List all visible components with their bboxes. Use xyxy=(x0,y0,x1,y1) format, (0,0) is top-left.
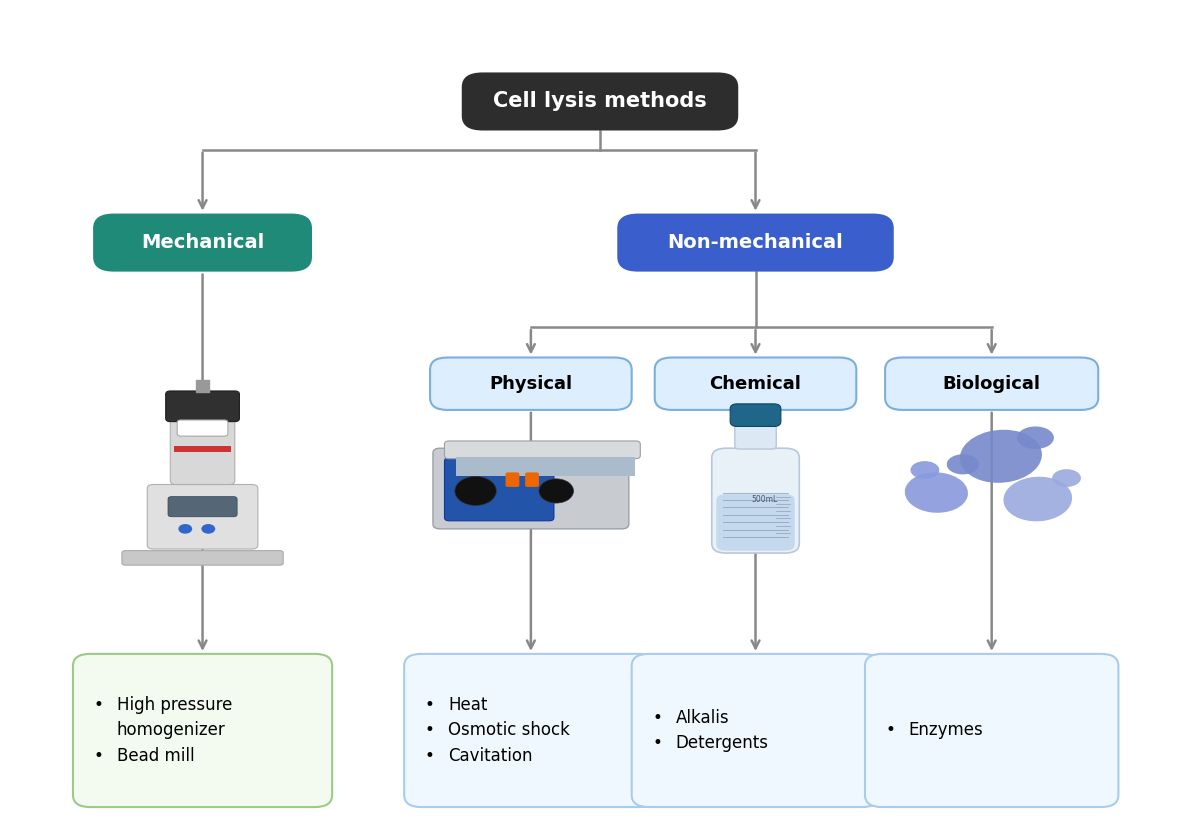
Circle shape xyxy=(455,476,497,506)
Text: •: • xyxy=(886,722,895,739)
Ellipse shape xyxy=(960,430,1042,483)
FancyBboxPatch shape xyxy=(430,358,631,410)
FancyBboxPatch shape xyxy=(456,457,635,476)
FancyBboxPatch shape xyxy=(178,420,228,436)
Text: 500mL: 500mL xyxy=(751,495,778,503)
FancyBboxPatch shape xyxy=(505,472,520,487)
Ellipse shape xyxy=(911,461,940,479)
Text: •: • xyxy=(425,722,434,739)
Text: •: • xyxy=(425,748,434,765)
FancyBboxPatch shape xyxy=(122,551,283,565)
FancyBboxPatch shape xyxy=(712,449,799,553)
FancyBboxPatch shape xyxy=(886,358,1098,410)
FancyBboxPatch shape xyxy=(631,654,880,807)
FancyBboxPatch shape xyxy=(148,485,258,549)
FancyBboxPatch shape xyxy=(734,425,776,449)
FancyBboxPatch shape xyxy=(865,654,1118,807)
Ellipse shape xyxy=(905,472,968,512)
Text: •: • xyxy=(653,734,662,753)
FancyBboxPatch shape xyxy=(94,213,312,271)
Text: Cell lysis methods: Cell lysis methods xyxy=(493,92,707,112)
Text: High pressure: High pressure xyxy=(116,696,232,714)
Text: Cavitation: Cavitation xyxy=(448,748,533,765)
Circle shape xyxy=(539,479,574,503)
FancyBboxPatch shape xyxy=(444,458,554,521)
FancyBboxPatch shape xyxy=(716,494,794,551)
Text: Alkalis: Alkalis xyxy=(676,709,730,727)
Text: Chemical: Chemical xyxy=(709,375,802,393)
Text: homogenizer: homogenizer xyxy=(116,722,226,739)
FancyBboxPatch shape xyxy=(170,416,235,485)
Ellipse shape xyxy=(1003,477,1072,522)
Text: •: • xyxy=(425,696,434,714)
FancyBboxPatch shape xyxy=(526,472,539,487)
Text: Mechanical: Mechanical xyxy=(140,233,264,252)
Text: Bead mill: Bead mill xyxy=(116,748,194,765)
Text: Enzymes: Enzymes xyxy=(908,722,984,739)
FancyBboxPatch shape xyxy=(655,358,857,410)
Circle shape xyxy=(202,524,215,533)
Text: •: • xyxy=(653,709,662,727)
Ellipse shape xyxy=(947,454,979,475)
FancyBboxPatch shape xyxy=(444,441,641,459)
Text: Detergents: Detergents xyxy=(676,734,768,753)
FancyBboxPatch shape xyxy=(404,654,658,807)
Text: •: • xyxy=(94,748,103,765)
Text: Non-mechanical: Non-mechanical xyxy=(667,233,844,252)
FancyBboxPatch shape xyxy=(166,391,240,422)
Text: Heat: Heat xyxy=(448,696,487,714)
Text: •: • xyxy=(94,696,103,714)
FancyBboxPatch shape xyxy=(617,213,894,271)
Ellipse shape xyxy=(1018,427,1054,449)
FancyBboxPatch shape xyxy=(73,654,332,807)
FancyBboxPatch shape xyxy=(730,404,781,427)
Text: Osmotic shock: Osmotic shock xyxy=(448,722,570,739)
FancyBboxPatch shape xyxy=(168,496,238,517)
FancyBboxPatch shape xyxy=(462,72,738,130)
FancyBboxPatch shape xyxy=(433,449,629,529)
Text: Physical: Physical xyxy=(490,375,572,393)
Circle shape xyxy=(179,524,192,533)
Ellipse shape xyxy=(1052,470,1081,487)
Text: Biological: Biological xyxy=(943,375,1040,393)
FancyBboxPatch shape xyxy=(174,446,232,452)
